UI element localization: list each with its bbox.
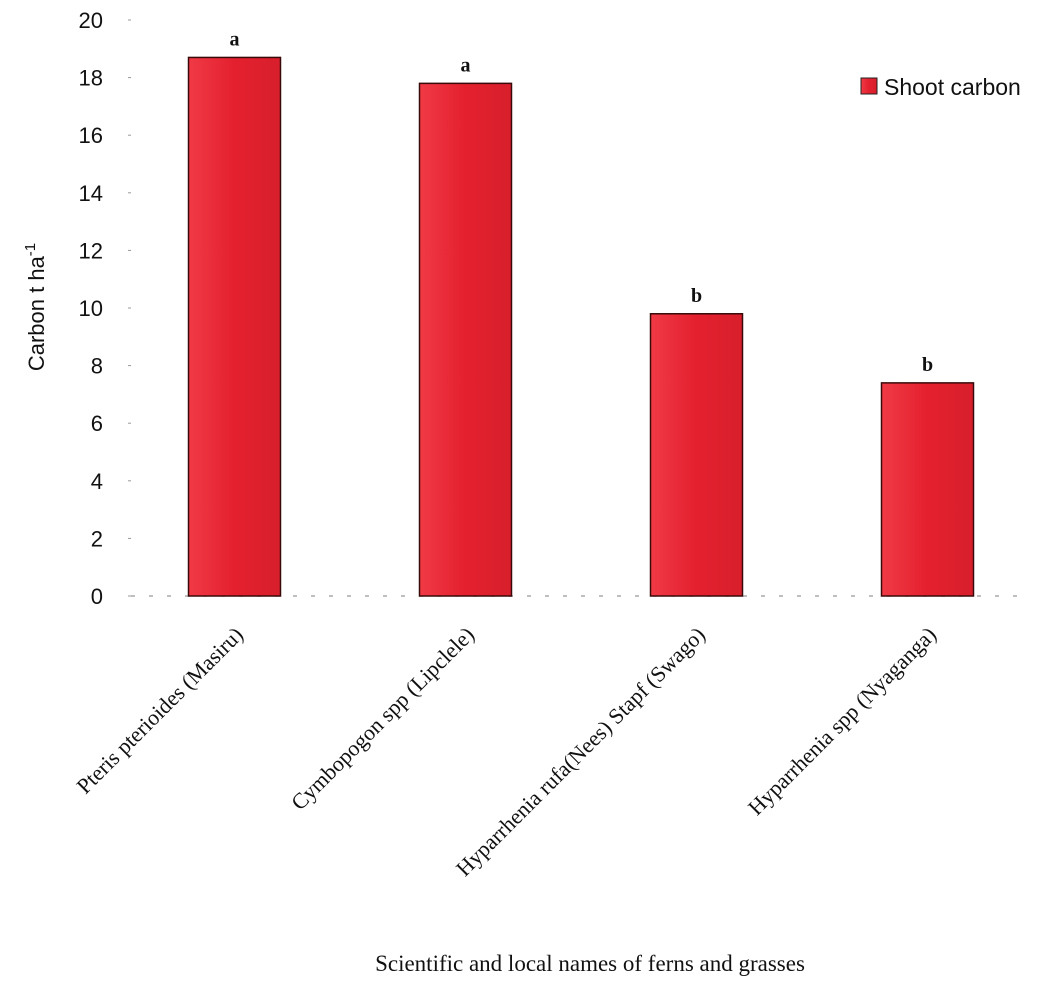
x-category-label: Pteris pterioides (Masiru) xyxy=(71,622,248,799)
x-category-label: Hyparrhenia spp (Nyaganga) xyxy=(743,622,941,820)
bar xyxy=(187,56,282,597)
y-tick-label: 2 xyxy=(91,526,103,551)
bar-significance-label: b xyxy=(691,285,702,307)
y-tick-label: 20 xyxy=(79,8,103,33)
x-category-label: Cymbopogon spp (Lipclele) xyxy=(286,622,479,815)
y-tick-label: 18 xyxy=(79,66,103,91)
legend-label: Shoot carbon xyxy=(884,74,1021,100)
y-tick-label: 4 xyxy=(91,469,103,494)
legend-swatch xyxy=(860,77,878,95)
legend: Shoot carbon xyxy=(860,74,1021,100)
x-axis-title: Scientific and local names of ferns and … xyxy=(375,951,805,976)
bar-significance-label: a xyxy=(230,28,240,50)
bar-significance-label: b xyxy=(922,354,933,376)
y-tick-label: 6 xyxy=(91,411,103,436)
y-tick-label: 8 xyxy=(91,354,103,379)
y-tick-label: 16 xyxy=(79,123,103,148)
bar xyxy=(649,313,744,597)
y-axis: 0 2 4 6 8 10 12 14 16 18 20 xyxy=(79,8,131,609)
y-tick-label: 12 xyxy=(79,238,103,263)
bar xyxy=(418,82,513,597)
bar-significance-label: a xyxy=(461,54,471,76)
y-tick-label: 0 xyxy=(91,584,103,609)
y-axis-title: Carbon t ha-1 xyxy=(22,243,49,371)
category-labels: Pteris pterioides (Masiru) Cymbopogon spp… xyxy=(71,622,941,881)
bar xyxy=(880,382,975,597)
y-tick-label: 14 xyxy=(79,181,103,206)
x-category-label: Hyparrhenia rufa(Nees) Stapf (Swago) xyxy=(451,622,710,881)
y-tick-label: 10 xyxy=(79,296,103,321)
bars-group: a a b b xyxy=(187,28,975,597)
